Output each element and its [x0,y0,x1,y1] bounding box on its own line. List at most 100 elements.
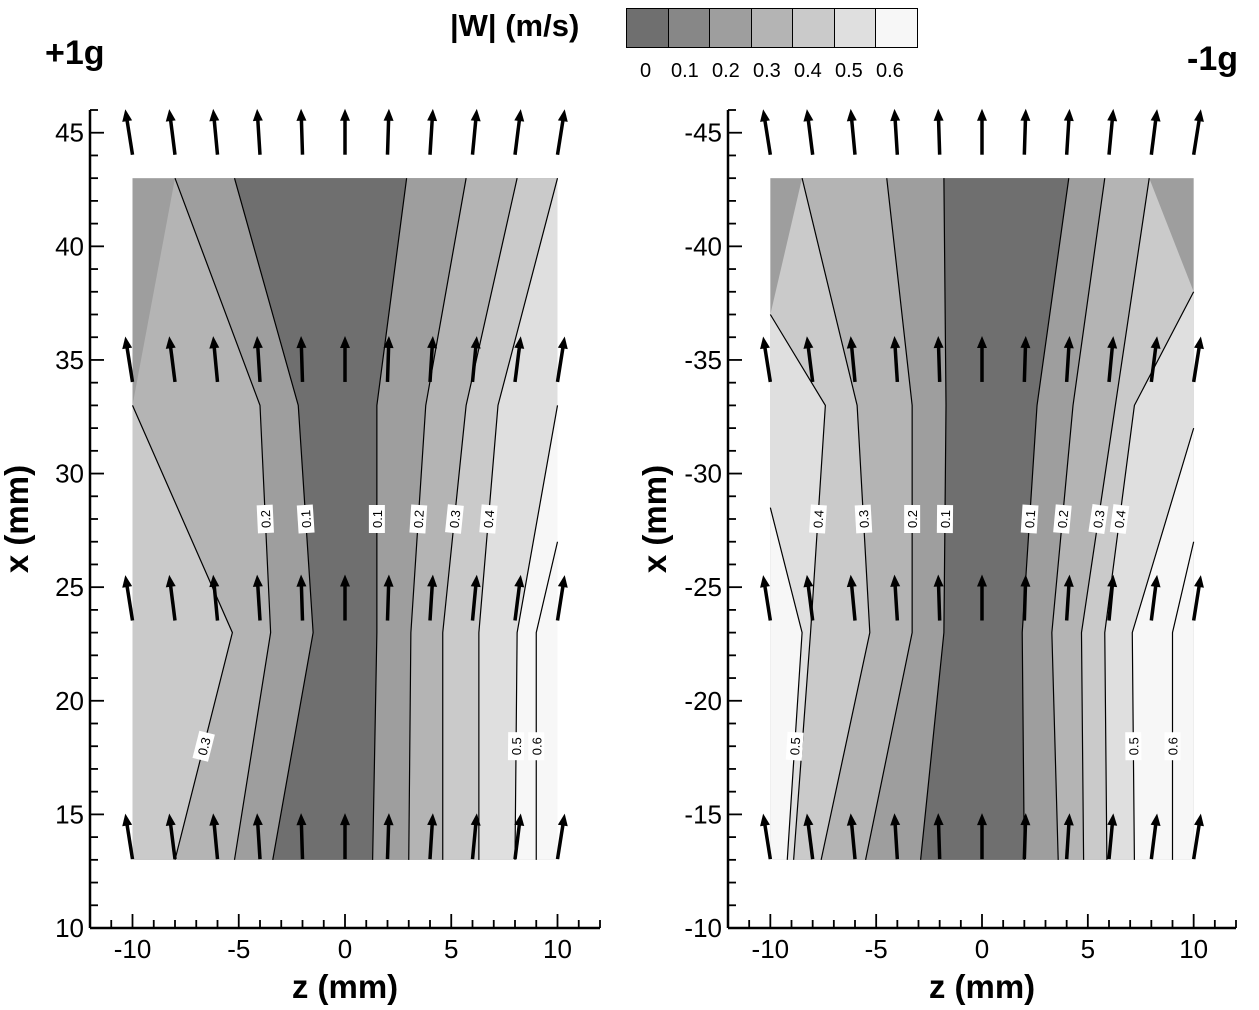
contour-core [234,178,407,860]
velocity-vector [252,108,263,155]
contour-label: 0.1 [1020,504,1039,534]
contour-label: 0.2 [256,504,274,534]
velocity-vector [470,108,481,155]
contour-label: 0.5 [1125,732,1142,761]
vector-head [296,335,307,349]
colorbar-tick: 0.3 [753,60,781,82]
vector-shaft [1107,114,1115,155]
y-tick-label: -30 [684,459,722,489]
vector-head [977,574,987,587]
vector-head [1063,108,1074,122]
velocity-vector [513,109,525,155]
vector-shaft [805,819,815,860]
velocity-vector [760,336,773,383]
velocity-vector [165,336,177,383]
vector-shaft [1064,114,1071,155]
velocity-vector [165,574,177,621]
vector-head [427,813,438,826]
vector-head [470,574,481,588]
vector-head [846,108,857,122]
vector-shaft [1064,819,1071,860]
velocity-vector [513,336,525,383]
contour-label-text: 0.1 [1022,510,1038,529]
velocity-vector [1107,108,1118,155]
contour-label: 0.3 [854,504,873,534]
contour-label-text: 0.1 [370,510,385,528]
contour-line [1171,541,1195,860]
velocity-vector [1063,108,1074,155]
vector-shaft [168,580,177,621]
velocity-vector [427,336,438,383]
vector-shaft [1149,580,1159,621]
vector-shaft [1064,580,1071,621]
velocity-vector [427,108,438,155]
velocity-vector [846,813,857,860]
vector-head [209,574,220,588]
velocity-vector [1191,109,1204,155]
contour-label: 0.6 [528,732,545,761]
velocity-vector [1191,813,1204,860]
vector-head [209,108,220,122]
velocity-vector [1107,336,1118,383]
velocity-vector [1063,336,1074,383]
contour-label-bg [1020,504,1039,534]
contour-line [769,507,803,860]
vector-shaft [211,114,220,155]
x-tick-label: -5 [865,934,888,964]
vector-head [209,813,220,826]
vector-head [557,813,568,827]
y-tick-label: 10 [55,913,84,943]
velocity-vector [209,336,220,383]
contour-label: 0.3 [1088,503,1109,535]
velocity-vector [933,574,944,621]
vector-shaft [893,819,900,860]
left-panel-title: +1g [45,34,105,72]
contour-label-bg [507,732,525,761]
velocity-vector [1020,574,1031,621]
contour-label-text: 0.3 [447,509,464,529]
velocity-vector [1149,336,1161,383]
vector-head [977,335,987,348]
contour-band [1172,178,1194,860]
vector-head [427,108,438,122]
y-tick-label: -45 [684,118,722,148]
velocity-vector [760,109,773,155]
vector-head [252,813,263,826]
velocity-vector [1191,336,1204,383]
velocity-vector [296,813,307,860]
vector-shaft [385,341,391,382]
vector-head [557,336,568,350]
vector-head [165,574,176,588]
contour-band [770,178,803,860]
velocity-vector [803,109,815,155]
colorbar-tick: 0.6 [876,60,904,82]
velocity-vector [1191,575,1204,621]
vector-shaft [1022,114,1028,155]
velocity-vector [340,108,350,155]
vector-shaft [555,580,566,621]
contour-band [536,178,558,860]
contour-label: 0.5 [507,732,525,761]
x-tick-label: -10 [114,934,152,964]
contour-label-bg [809,504,827,534]
colorbar-tick: 0.4 [794,60,822,82]
vector-shaft [168,819,177,860]
vector-head [890,813,901,826]
vector-head [383,108,394,121]
vector-head [1194,109,1204,122]
vector-head [846,336,857,349]
vector-shaft [1149,114,1159,155]
y-tick-label: -10 [684,913,722,943]
vector-head [1194,336,1204,350]
velocity-vector [252,336,263,383]
velocity-vector [1063,813,1074,860]
velocity-vector [296,335,307,382]
contour-label-bg [1164,732,1181,761]
vector-shaft [513,114,522,155]
contour-band [1022,178,1105,860]
velocity-vector [209,813,220,860]
velocity-vector [977,335,987,382]
velocity-vector [846,574,857,621]
contour-band [1051,178,1150,860]
contour-band [372,178,467,860]
